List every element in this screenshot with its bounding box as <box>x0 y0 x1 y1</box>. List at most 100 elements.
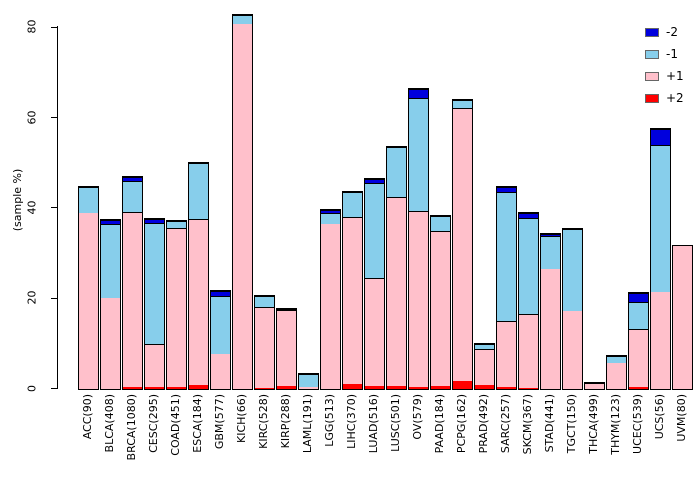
bar-ACC(90) <box>78 186 99 390</box>
y-tick-label: 20 <box>25 290 39 305</box>
bar-UCEC(539) <box>628 292 649 390</box>
x-axis-label-ESCA(184): ESCA(184) <box>190 394 204 453</box>
x-axis-label-PAAD(184): PAAD(184) <box>432 394 446 454</box>
x-axis-label-KIRP(288): KIRP(288) <box>278 394 292 449</box>
bar-THYM(123) <box>606 354 627 390</box>
bar-UCS(56) <box>650 127 671 390</box>
bar-KIRP(288) <box>276 307 297 390</box>
segment--1-BLCA(408) <box>101 224 120 298</box>
x-axis-label-BLCA(408): BLCA(408) <box>102 394 116 453</box>
bar-BRCA(1080) <box>122 176 143 390</box>
segment--2-UCS(56) <box>651 128 670 146</box>
x-axis-label-LIHC(370): LIHC(370) <box>344 394 358 449</box>
segment-+1-KIRP(288) <box>277 310 296 387</box>
segment--1-BRCA(1080) <box>123 181 142 212</box>
segment--1-UCEC(539) <box>629 301 648 329</box>
segment--1-THCA(499) <box>585 382 604 385</box>
segment-+2-BRCA(1080) <box>123 387 142 389</box>
bar-STAD(441) <box>540 232 561 390</box>
x-axis-label-LUSC(501): LUSC(501) <box>388 394 402 452</box>
segment-+1-SARC(257) <box>497 321 516 388</box>
x-axis-label-KIRC(528): KIRC(528) <box>256 394 270 449</box>
segment-+1-OV(579) <box>409 210 428 387</box>
bar-ESCA(184) <box>188 161 209 390</box>
segment-+1-TGCT(150) <box>563 310 582 389</box>
x-axis-label-SARC(257): SARC(257) <box>498 394 512 454</box>
segment-+2-LUAD(516) <box>365 386 384 389</box>
bar-LGG(513) <box>320 209 341 390</box>
y-tick-label: 60 <box>25 110 39 124</box>
segment-+2-PAAD(184) <box>431 386 450 389</box>
bar-COAD(451) <box>166 220 187 390</box>
x-axis-label-BRCA(1080): BRCA(1080) <box>124 394 138 461</box>
segment-+1-LAML(191) <box>299 386 318 389</box>
bar-TGCT(150) <box>562 227 583 390</box>
bar-LAML(191) <box>298 373 319 390</box>
segment-+2-KIRP(288) <box>277 386 296 389</box>
segment-+2-OV(579) <box>409 386 428 389</box>
bar-KIRC(528) <box>254 294 275 390</box>
segment--1-GBM(577) <box>211 295 230 355</box>
bar-THCA(499) <box>584 381 605 390</box>
x-axis-label-THYM(123): THYM(123) <box>608 394 622 455</box>
legend-swatch--2 <box>645 27 659 37</box>
segment-+1-KICH(66) <box>233 24 252 389</box>
segment--2-BRCA(1080) <box>123 177 142 182</box>
segment-+2-PRAD(492) <box>475 385 494 389</box>
segment--1-PRAD(492) <box>475 343 494 350</box>
y-tick-mark <box>51 207 57 209</box>
segment-+1-LIHC(370) <box>343 217 362 385</box>
segment--1-LUAD(516) <box>365 182 384 279</box>
segment--1-CESC(295) <box>145 222 164 344</box>
bar-LUSC(501) <box>386 145 407 390</box>
segment--1-STAD(441) <box>541 235 560 270</box>
segment--2-SARC(257) <box>497 186 516 193</box>
x-axis-label-GBM(577): GBM(577) <box>212 394 226 450</box>
segment-+1-SKCM(367) <box>519 314 538 388</box>
segment--1-LUSC(501) <box>387 146 406 198</box>
bar-PAAD(184) <box>430 215 451 390</box>
segment-+1-LUSC(501) <box>387 197 406 386</box>
segment-+1-UCS(56) <box>651 292 670 389</box>
segment-+1-LUAD(516) <box>365 278 384 387</box>
y-tick-mark <box>51 297 57 299</box>
segment-+1-COAD(451) <box>167 228 186 388</box>
y-tick-label: 0 <box>25 384 39 392</box>
segment-+1-GBM(577) <box>211 354 230 389</box>
segment-+1-UVM(80) <box>673 246 692 389</box>
bar-LUAD(516) <box>364 177 385 390</box>
y-axis-line <box>57 26 58 389</box>
bar-KICH(66) <box>232 14 253 390</box>
segment-+1-PCPG(162) <box>453 108 472 381</box>
segment-+2-SKCM(367) <box>519 387 538 389</box>
segment--1-THYM(123) <box>607 355 626 363</box>
x-axis-label-KICH(66): KICH(66) <box>234 394 248 443</box>
legend-entry--1: -1 <box>645 43 684 65</box>
segment--2-SKCM(367) <box>519 212 538 219</box>
segment-+1-LGG(513) <box>321 223 340 389</box>
segment--1-SKCM(367) <box>519 218 538 315</box>
segment-+2-CESC(295) <box>145 386 164 389</box>
x-axis-label-STAD(441): STAD(441) <box>542 394 556 453</box>
x-axis-label-LAML(191): LAML(191) <box>300 394 314 454</box>
x-axis-label-LUAD(516): LUAD(516) <box>366 394 380 454</box>
x-axis-label-OV(579): OV(579) <box>410 394 424 440</box>
segment--2-LGG(513) <box>321 210 340 214</box>
segment-+1-BLCA(408) <box>101 297 120 389</box>
x-axis-label-ACC(90): ACC(90) <box>80 394 94 440</box>
segment--2-GBM(577) <box>211 290 230 296</box>
bar-PRAD(492) <box>474 342 495 390</box>
segment-+1-KIRC(528) <box>255 307 274 388</box>
segment-+2-COAD(451) <box>167 387 186 389</box>
segment-+2-SARC(257) <box>497 387 516 389</box>
segment--2-OV(579) <box>409 89 428 99</box>
x-axis-label-UCS(56): UCS(56) <box>652 394 666 440</box>
segment--1-SARC(257) <box>497 192 516 322</box>
legend-label: +1 <box>666 69 684 83</box>
segment-+2-PCPG(162) <box>453 380 472 389</box>
legend-swatch-+1 <box>645 71 659 81</box>
y-tick-mark <box>51 388 57 389</box>
segment--1-LGG(513) <box>321 213 340 224</box>
segment-+1-BRCA(1080) <box>123 211 142 388</box>
